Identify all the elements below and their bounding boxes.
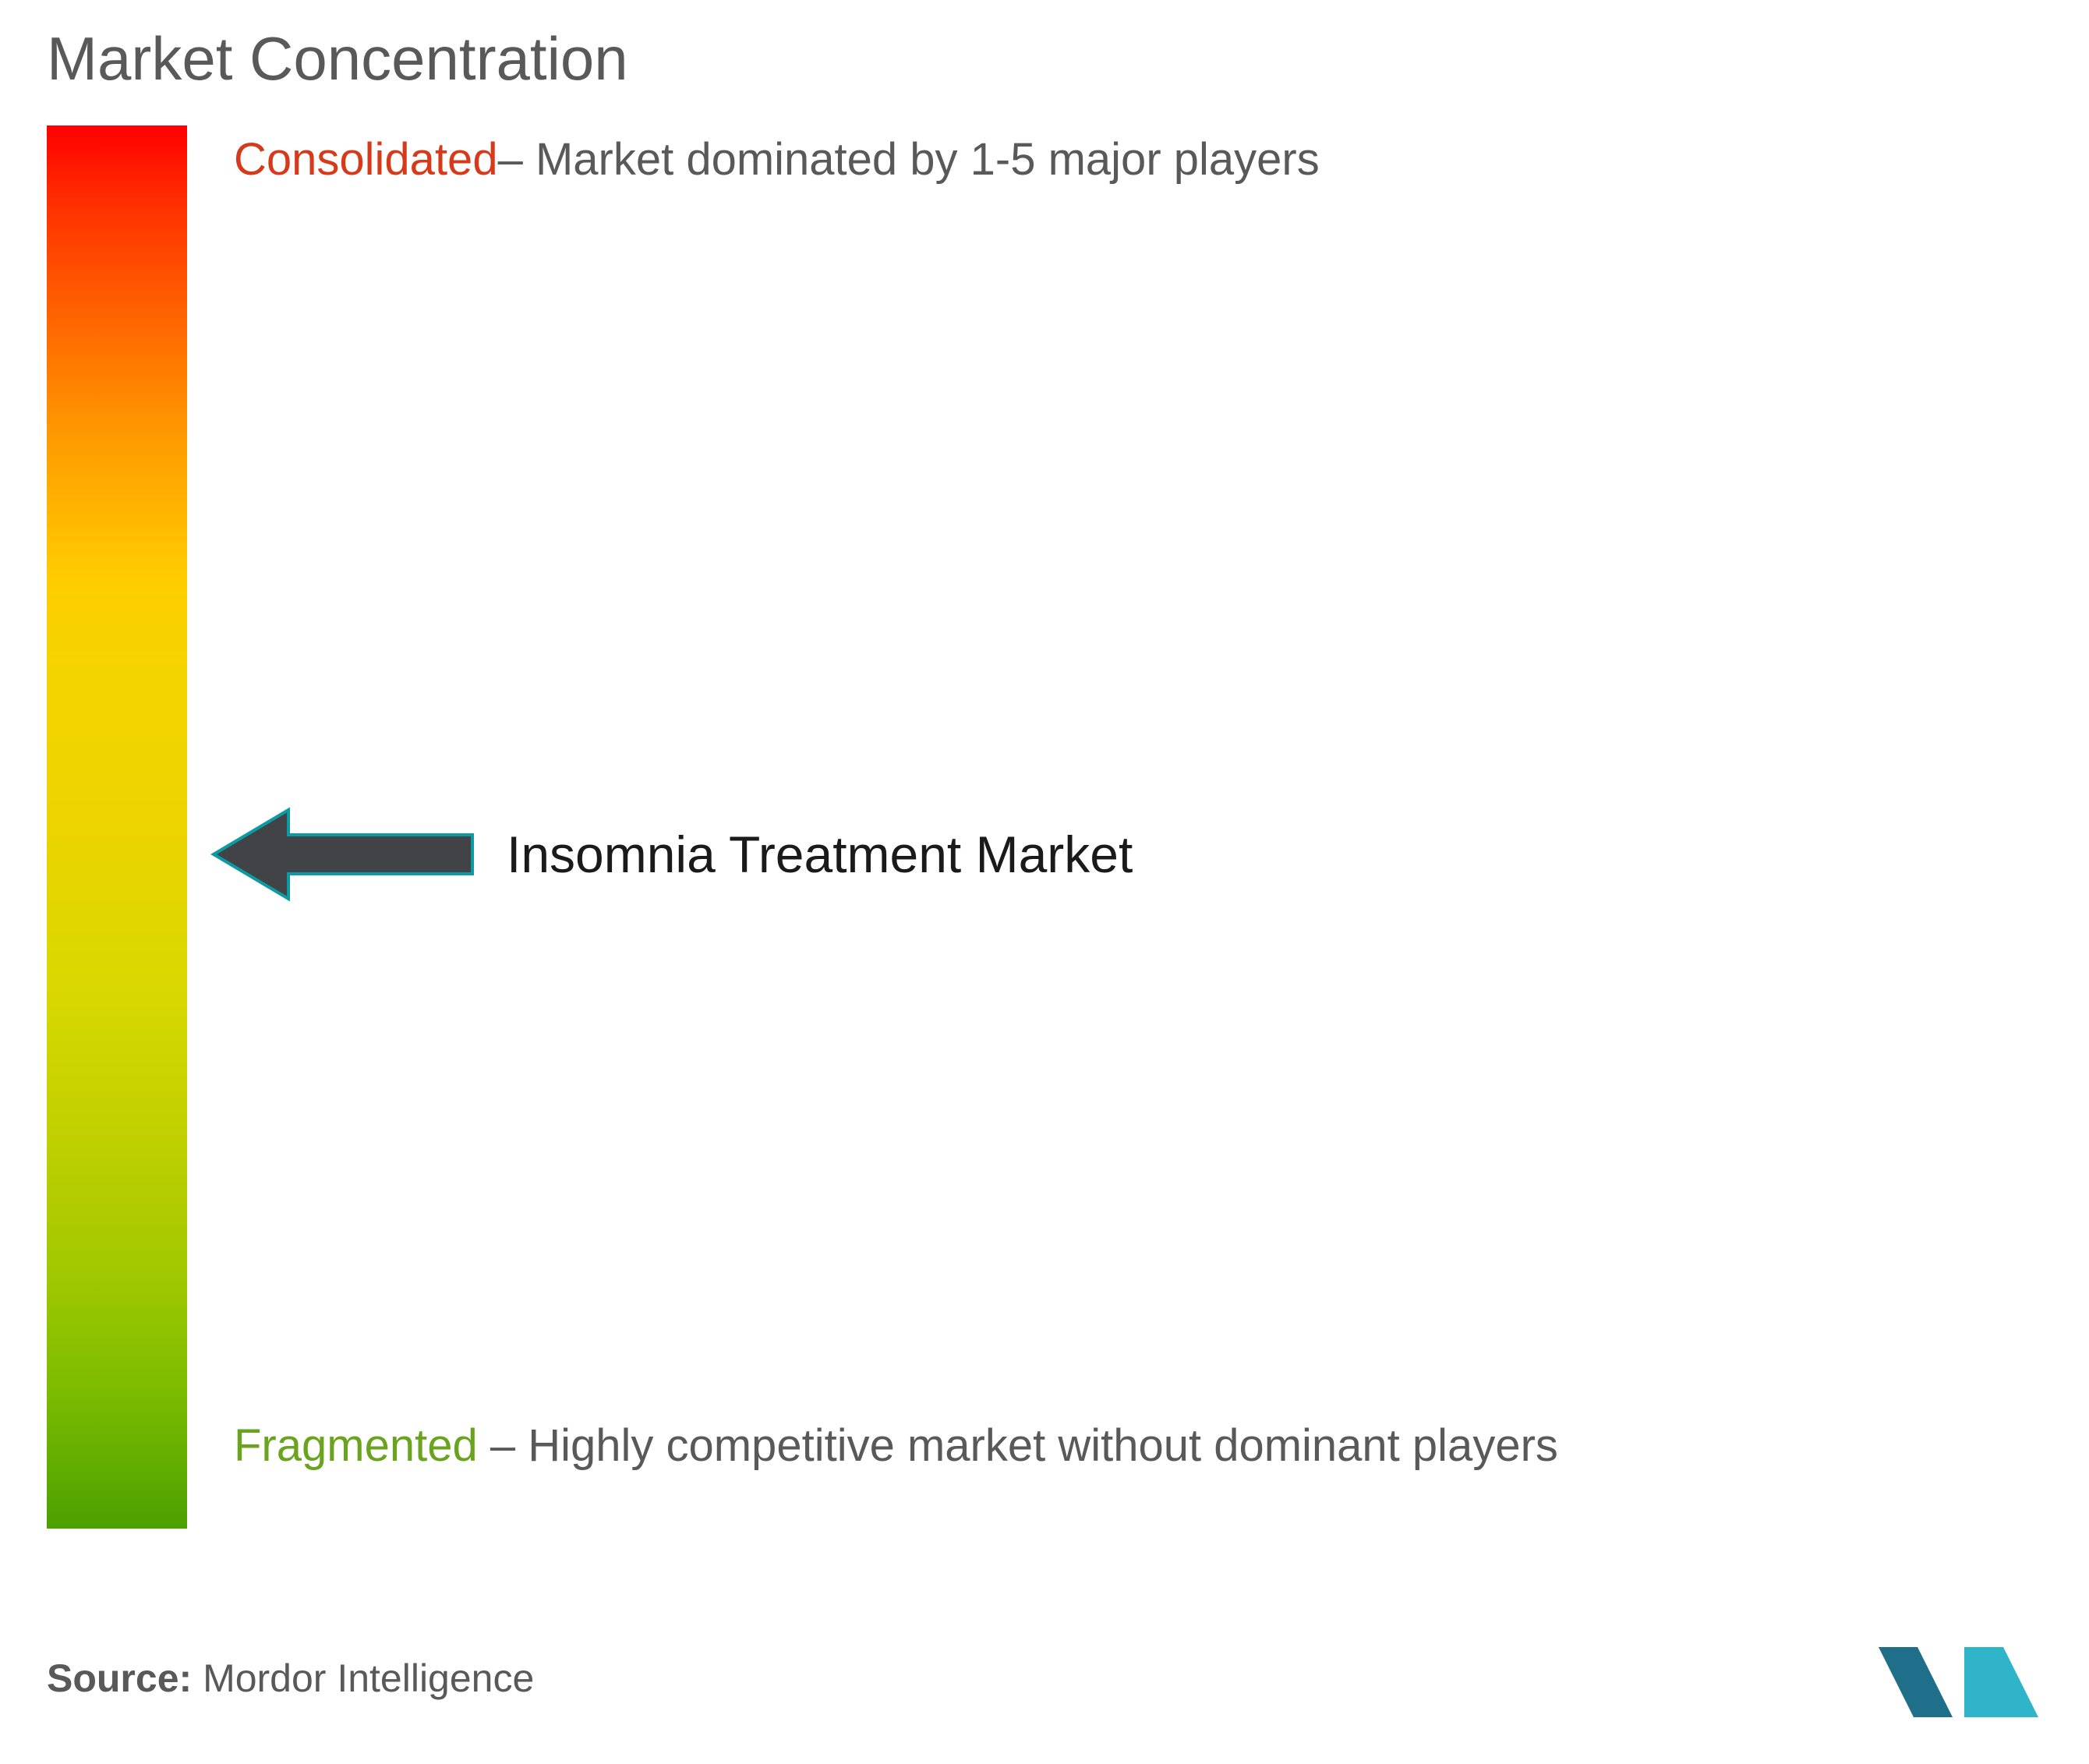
source-label: Source: xyxy=(47,1656,192,1700)
source-attribution: Source: Mordor Intelligence xyxy=(47,1656,534,1701)
market-name-label: Insomnia Treatment Market xyxy=(507,825,1133,884)
mordor-logo-icon xyxy=(1879,1631,2042,1725)
consolidated-label: Consolidated– Market dominated by 1-5 ma… xyxy=(234,133,1320,186)
fragmented-keyword: Fragmented xyxy=(234,1420,478,1471)
fragmented-desc: – Highly competitive market without domi… xyxy=(478,1420,1558,1471)
consolidated-keyword: Consolidated xyxy=(234,134,498,185)
concentration-chart: Consolidated– Market dominated by 1-5 ma… xyxy=(47,125,2042,1568)
gradient-scale-bar xyxy=(47,125,187,1529)
footer: Source: Mordor Intelligence xyxy=(47,1631,2042,1725)
arrow-left-icon xyxy=(210,804,475,905)
consolidated-desc: – Market dominated by 1-5 major players xyxy=(498,134,1320,185)
page-title: Market Concentration xyxy=(47,23,2042,94)
fragmented-label: Fragmented – Highly competitive market w… xyxy=(234,1419,1558,1472)
market-marker: Insomnia Treatment Market xyxy=(210,804,1133,905)
source-value: Mordor Intelligence xyxy=(192,1656,534,1700)
